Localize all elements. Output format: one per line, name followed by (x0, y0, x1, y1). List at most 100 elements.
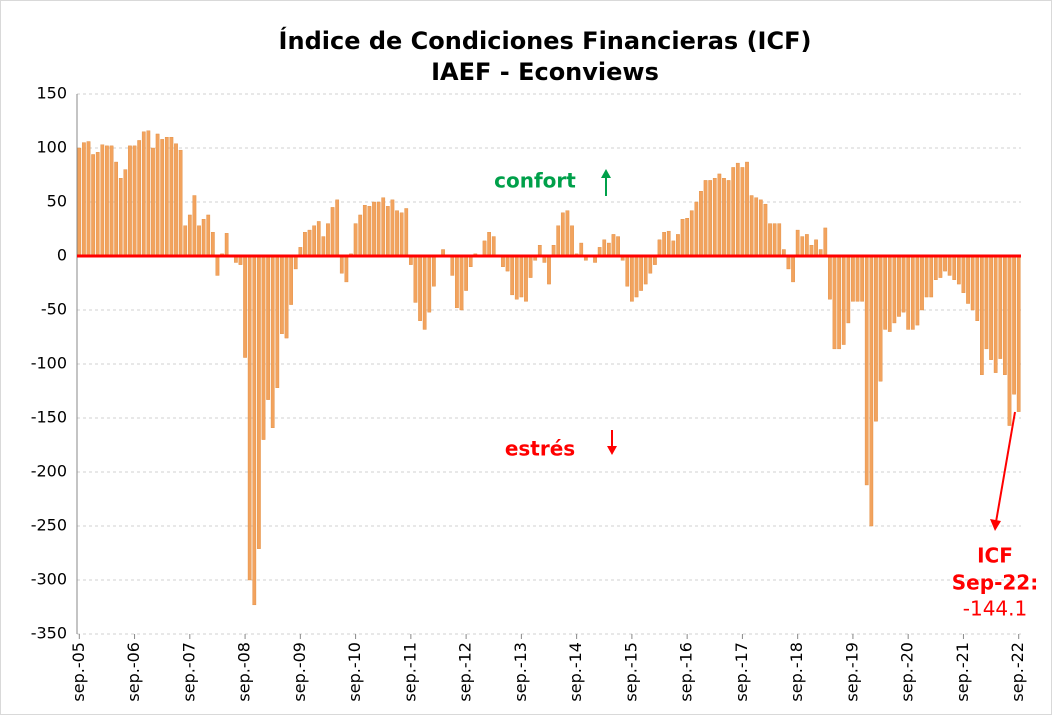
bar (666, 230, 671, 257)
bar (754, 197, 759, 257)
bar (450, 255, 455, 276)
y-tick-label: -200 (31, 462, 67, 481)
bar (579, 242, 584, 257)
bar (662, 232, 666, 257)
bar (455, 255, 459, 309)
bar (966, 255, 970, 304)
annotation-down: estrés (505, 437, 575, 461)
bar (933, 255, 938, 280)
bar (390, 199, 395, 257)
y-tick-label: 50 (47, 192, 67, 211)
x-tick-label: sep.-20 (898, 642, 917, 702)
bar (556, 225, 561, 257)
bar (809, 244, 814, 257)
bar (915, 255, 920, 326)
bar (630, 255, 634, 302)
x-tick-label: sep.-13 (511, 642, 530, 702)
annotation-last-title: ICF (977, 544, 1013, 568)
bar (740, 167, 745, 257)
bar (395, 210, 399, 257)
bar (722, 178, 726, 257)
bar (289, 255, 293, 305)
bar (607, 242, 611, 257)
bar (183, 225, 188, 257)
bar (731, 167, 736, 257)
bar (777, 223, 782, 257)
bar (786, 255, 791, 270)
bar (708, 180, 713, 257)
bar (703, 180, 708, 257)
bar (676, 234, 680, 257)
bar (146, 130, 151, 257)
arrow-up-head (601, 169, 611, 178)
bar (257, 255, 261, 549)
bar (82, 142, 86, 257)
bar (970, 255, 975, 311)
bar (699, 190, 703, 257)
bar (998, 255, 1003, 359)
arrow-down-head (607, 446, 617, 455)
bar (482, 240, 487, 257)
bar (924, 255, 929, 298)
bar (892, 255, 897, 324)
bar (961, 255, 966, 293)
bar (169, 136, 174, 257)
bar (224, 233, 229, 257)
y-tick-label: 0 (57, 246, 67, 265)
bar (293, 255, 298, 270)
annotation-up: confort (494, 169, 576, 193)
bar (547, 255, 551, 285)
x-tick-label: sep.-21 (953, 642, 972, 702)
bar (215, 255, 220, 276)
bar (910, 255, 915, 330)
bar (86, 141, 91, 257)
bar (362, 205, 367, 257)
bar (860, 255, 864, 302)
bar (906, 255, 911, 330)
x-tick-label: sep.-06 (124, 642, 143, 702)
bar (671, 240, 676, 257)
bar (151, 147, 155, 257)
pointer-arrow (995, 411, 1016, 523)
bar (261, 255, 266, 440)
bar (791, 255, 795, 283)
bar (717, 173, 722, 257)
bar (247, 255, 252, 581)
x-tick-label: sep.-15 (621, 642, 640, 702)
y-tick-label: -350 (31, 624, 67, 643)
bar (952, 255, 957, 280)
bar (128, 145, 132, 257)
bar (869, 255, 874, 527)
pointer-arrow-head (990, 519, 1001, 531)
x-tick-label: sep.-08 (235, 642, 254, 702)
y-tick-label: -100 (31, 354, 67, 373)
bar (399, 212, 404, 257)
bar (109, 145, 114, 257)
chart-title: Índice de Condiciones Financieras (ICF) (279, 26, 812, 55)
bar (303, 232, 307, 257)
bar (187, 214, 192, 257)
bar (565, 210, 570, 257)
bar (501, 255, 505, 268)
last-value-label: -144.1 (963, 597, 1027, 621)
bar (487, 232, 491, 257)
bar (91, 154, 95, 257)
bar (832, 255, 837, 350)
bar (330, 207, 335, 257)
bar (828, 255, 832, 300)
bar (326, 223, 330, 257)
bar (192, 195, 197, 257)
bar (694, 201, 699, 257)
bar (137, 140, 142, 257)
bar (155, 133, 160, 257)
x-tick-label: sep.-11 (400, 642, 419, 702)
bar (947, 255, 952, 276)
bar (524, 255, 528, 302)
bar (206, 214, 211, 257)
bar (1003, 255, 1007, 376)
bar (837, 255, 841, 350)
x-tick-label: sep.-07 (179, 642, 198, 702)
y-tick-label: 100 (36, 138, 67, 157)
bar (210, 232, 215, 257)
